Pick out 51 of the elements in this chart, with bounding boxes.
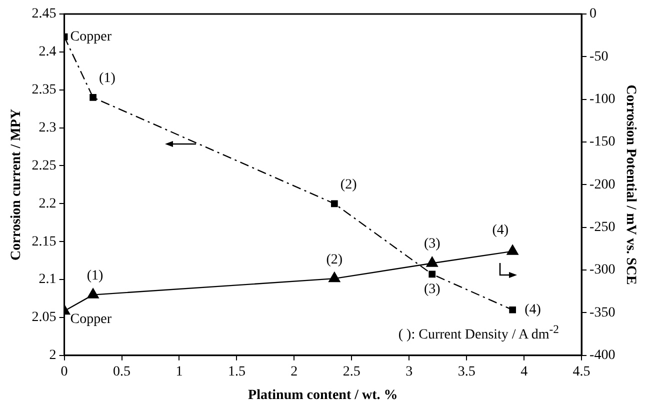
annotation: (2) [326,252,343,268]
y2-axis-title: Corrosion Potential / mV vs. SCE [622,84,638,285]
point [90,94,96,101]
x-tick-label: 3 [406,364,413,380]
point [509,306,516,314]
annotation: Copper [70,312,112,328]
annotation: (3) [424,236,441,252]
y2-tick-label: -150 [590,134,616,150]
y2-tick-label: 0 [590,6,597,22]
y-tick-label: 2.3 [38,120,56,136]
x-axis-title: Platinum content / wt. % [248,388,398,404]
y2-tick-label: -350 [590,305,616,320]
y2-tick-label: -50 [590,49,608,64]
annotation: (2) [340,177,358,192]
point [328,272,340,282]
y-tick-label: 2.05 [32,310,56,326]
y2-tick-label: -100 [590,92,616,108]
y-tick-label: 2.4 [38,44,56,60]
x-tick-label: 4.5 [572,364,590,380]
point [330,200,338,208]
annotation: (4) [524,302,542,318]
y2-tick-label: -300 [590,262,616,278]
x-tick-label: 1.5 [228,364,246,380]
y-axis-title: Corrosion current / MPY [9,108,24,260]
point [506,244,518,255]
x-tick-label: 2 [290,364,298,380]
y-tick-label: 2.15 [32,234,56,250]
point [87,288,99,298]
x-tick-label: 3.5 [458,364,476,380]
y-tick-label: 2.1 [38,272,56,288]
point [426,256,438,267]
annotation: (4) [492,223,509,238]
y-tick-label: 2.45 [32,6,56,22]
annotation: Copper [70,29,112,44]
point [428,270,436,278]
y2-tick-label: -200 [590,177,616,192]
x-tick-label: 0 [60,364,68,380]
x-tick-label: 0.5 [113,364,131,380]
x-tick-label: 4 [520,364,528,380]
y-tick-label: 2 [49,348,56,364]
annotation: (1) [86,268,104,284]
annotation: (3) [424,282,441,297]
annotation: ( ): Current Density / A dm$^{-2}$ [398,323,559,344]
x-tick-label: 1 [176,364,183,380]
annotation: (1) [99,71,116,86]
y-tick-label: 2.2 [38,196,56,212]
x-tick-label: 2.5 [342,364,360,380]
y-tick-label: 2.35 [32,82,56,98]
y-tick-label: 2.25 [32,158,56,174]
y2-tick-label: -250 [590,220,616,236]
y2-tick-label: -400 [590,348,616,364]
